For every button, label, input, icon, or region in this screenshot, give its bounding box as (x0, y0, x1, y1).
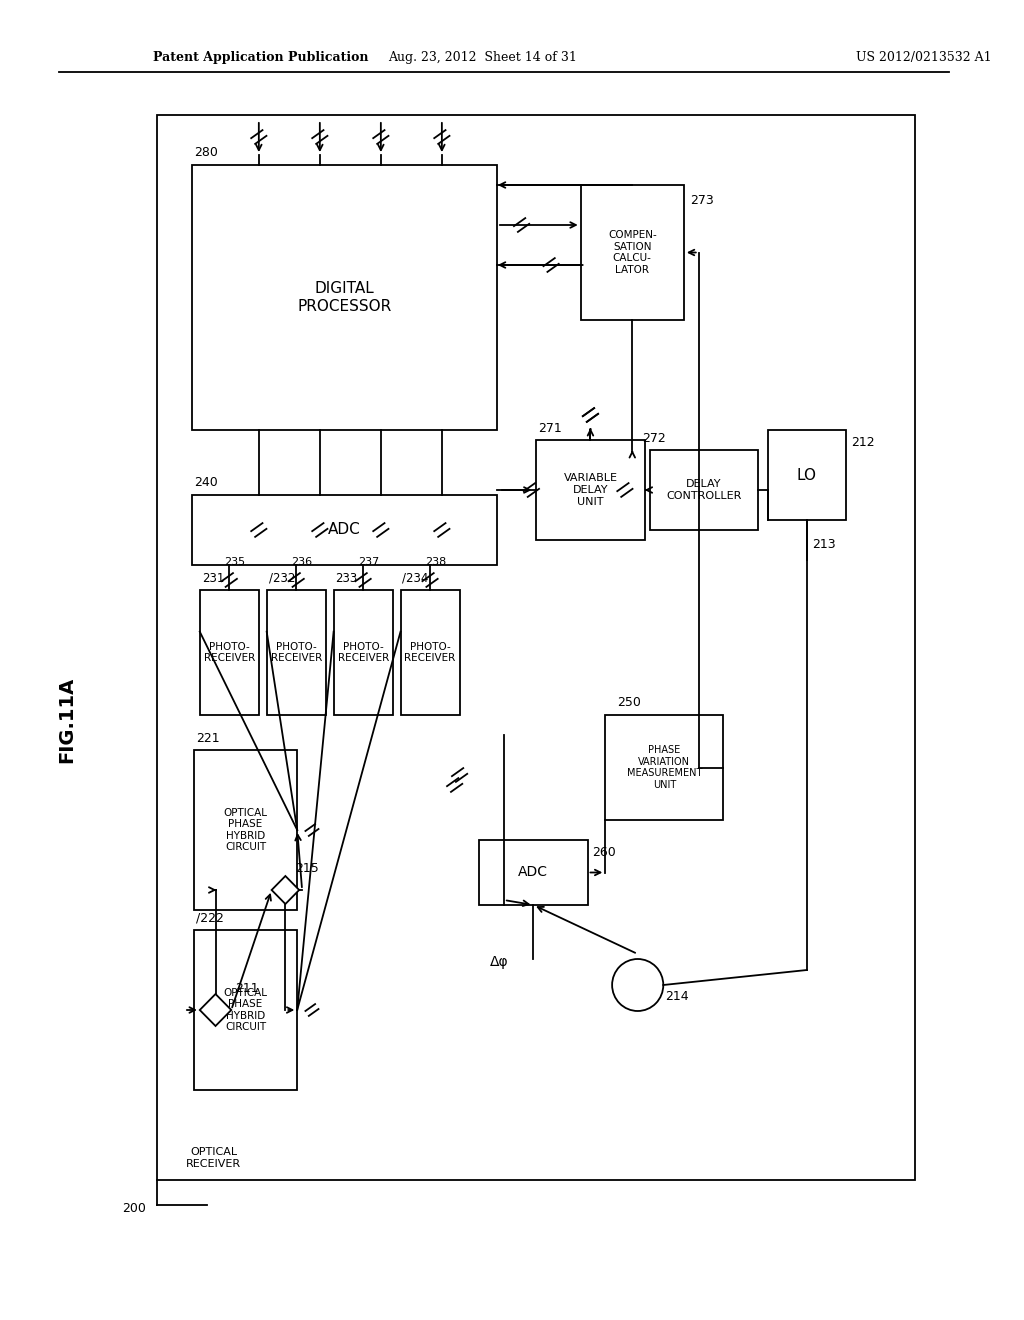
Text: 250: 250 (617, 697, 641, 710)
Text: ADC: ADC (518, 866, 549, 879)
Text: 233: 233 (336, 572, 357, 585)
Bar (191, 495, 497, 565)
Text: 240: 240 (194, 477, 218, 490)
Text: 213: 213 (812, 539, 836, 552)
Text: LO: LO (797, 467, 817, 483)
Text: 231: 231 (202, 572, 224, 585)
Polygon shape (271, 876, 299, 904)
Bar (649, 450, 758, 531)
Text: 215: 215 (295, 862, 319, 874)
Text: 200: 200 (122, 1201, 145, 1214)
Text: VARIABLE
DELAY
UNIT: VARIABLE DELAY UNIT (563, 474, 617, 507)
Bar (158, 115, 915, 1180)
Text: Δφ: Δφ (489, 954, 508, 969)
Text: 260: 260 (593, 846, 616, 858)
Bar (194, 750, 297, 909)
Text: FIG.11A: FIG.11A (57, 677, 77, 763)
Text: 235: 235 (224, 557, 246, 568)
Text: PHOTO-
RECEIVER: PHOTO- RECEIVER (338, 642, 389, 663)
Text: 272: 272 (642, 432, 666, 445)
Text: DIGITAL
PROCESSOR: DIGITAL PROCESSOR (297, 281, 391, 314)
Text: OPTICAL
RECEIVER: OPTICAL RECEIVER (186, 1147, 241, 1168)
Bar (479, 840, 588, 906)
Text: 271: 271 (539, 421, 562, 434)
Text: PHOTO-
RECEIVER: PHOTO- RECEIVER (404, 642, 456, 663)
Text: 212: 212 (851, 436, 874, 449)
Text: Patent Application Publication: Patent Application Publication (153, 51, 368, 65)
Bar (191, 165, 497, 430)
Bar (194, 931, 297, 1090)
Bar (605, 715, 723, 820)
Bar (266, 590, 326, 715)
Text: 211: 211 (236, 982, 259, 994)
Text: COMPEN-
SATION
CALCU-
LATOR: COMPEN- SATION CALCU- LATOR (608, 230, 656, 275)
Text: /234: /234 (402, 572, 429, 585)
Polygon shape (200, 994, 231, 1026)
Text: DELAY
CONTROLLER: DELAY CONTROLLER (666, 479, 741, 500)
Text: 273: 273 (690, 194, 714, 206)
Text: OPTICAL
PHASE
HYBRID
CIRCUIT: OPTICAL PHASE HYBRID CIRCUIT (223, 808, 267, 853)
Text: 214: 214 (666, 990, 689, 1003)
Text: /232: /232 (268, 572, 295, 585)
Text: /222: /222 (196, 912, 223, 924)
Text: 237: 237 (358, 557, 380, 568)
Text: Aug. 23, 2012  Sheet 14 of 31: Aug. 23, 2012 Sheet 14 of 31 (388, 51, 577, 65)
Text: PHOTO-
RECEIVER: PHOTO- RECEIVER (270, 642, 322, 663)
Bar (200, 590, 259, 715)
Text: OPTICAL
PHASE
HYBRID
CIRCUIT: OPTICAL PHASE HYBRID CIRCUIT (223, 987, 267, 1032)
Bar (768, 430, 846, 520)
Text: PHOTO-
RECEIVER: PHOTO- RECEIVER (204, 642, 255, 663)
Text: 221: 221 (196, 731, 219, 744)
Text: 236: 236 (291, 557, 312, 568)
Text: 280: 280 (194, 147, 218, 160)
Bar (334, 590, 392, 715)
Bar (537, 440, 644, 540)
Bar (400, 590, 460, 715)
Text: ADC: ADC (328, 523, 360, 537)
Text: US 2012/0213532 A1: US 2012/0213532 A1 (856, 51, 992, 65)
Text: 238: 238 (425, 557, 446, 568)
Text: PHASE
VARIATION
MEASUREMENT
UNIT: PHASE VARIATION MEASUREMENT UNIT (627, 744, 702, 789)
Bar (581, 185, 684, 319)
